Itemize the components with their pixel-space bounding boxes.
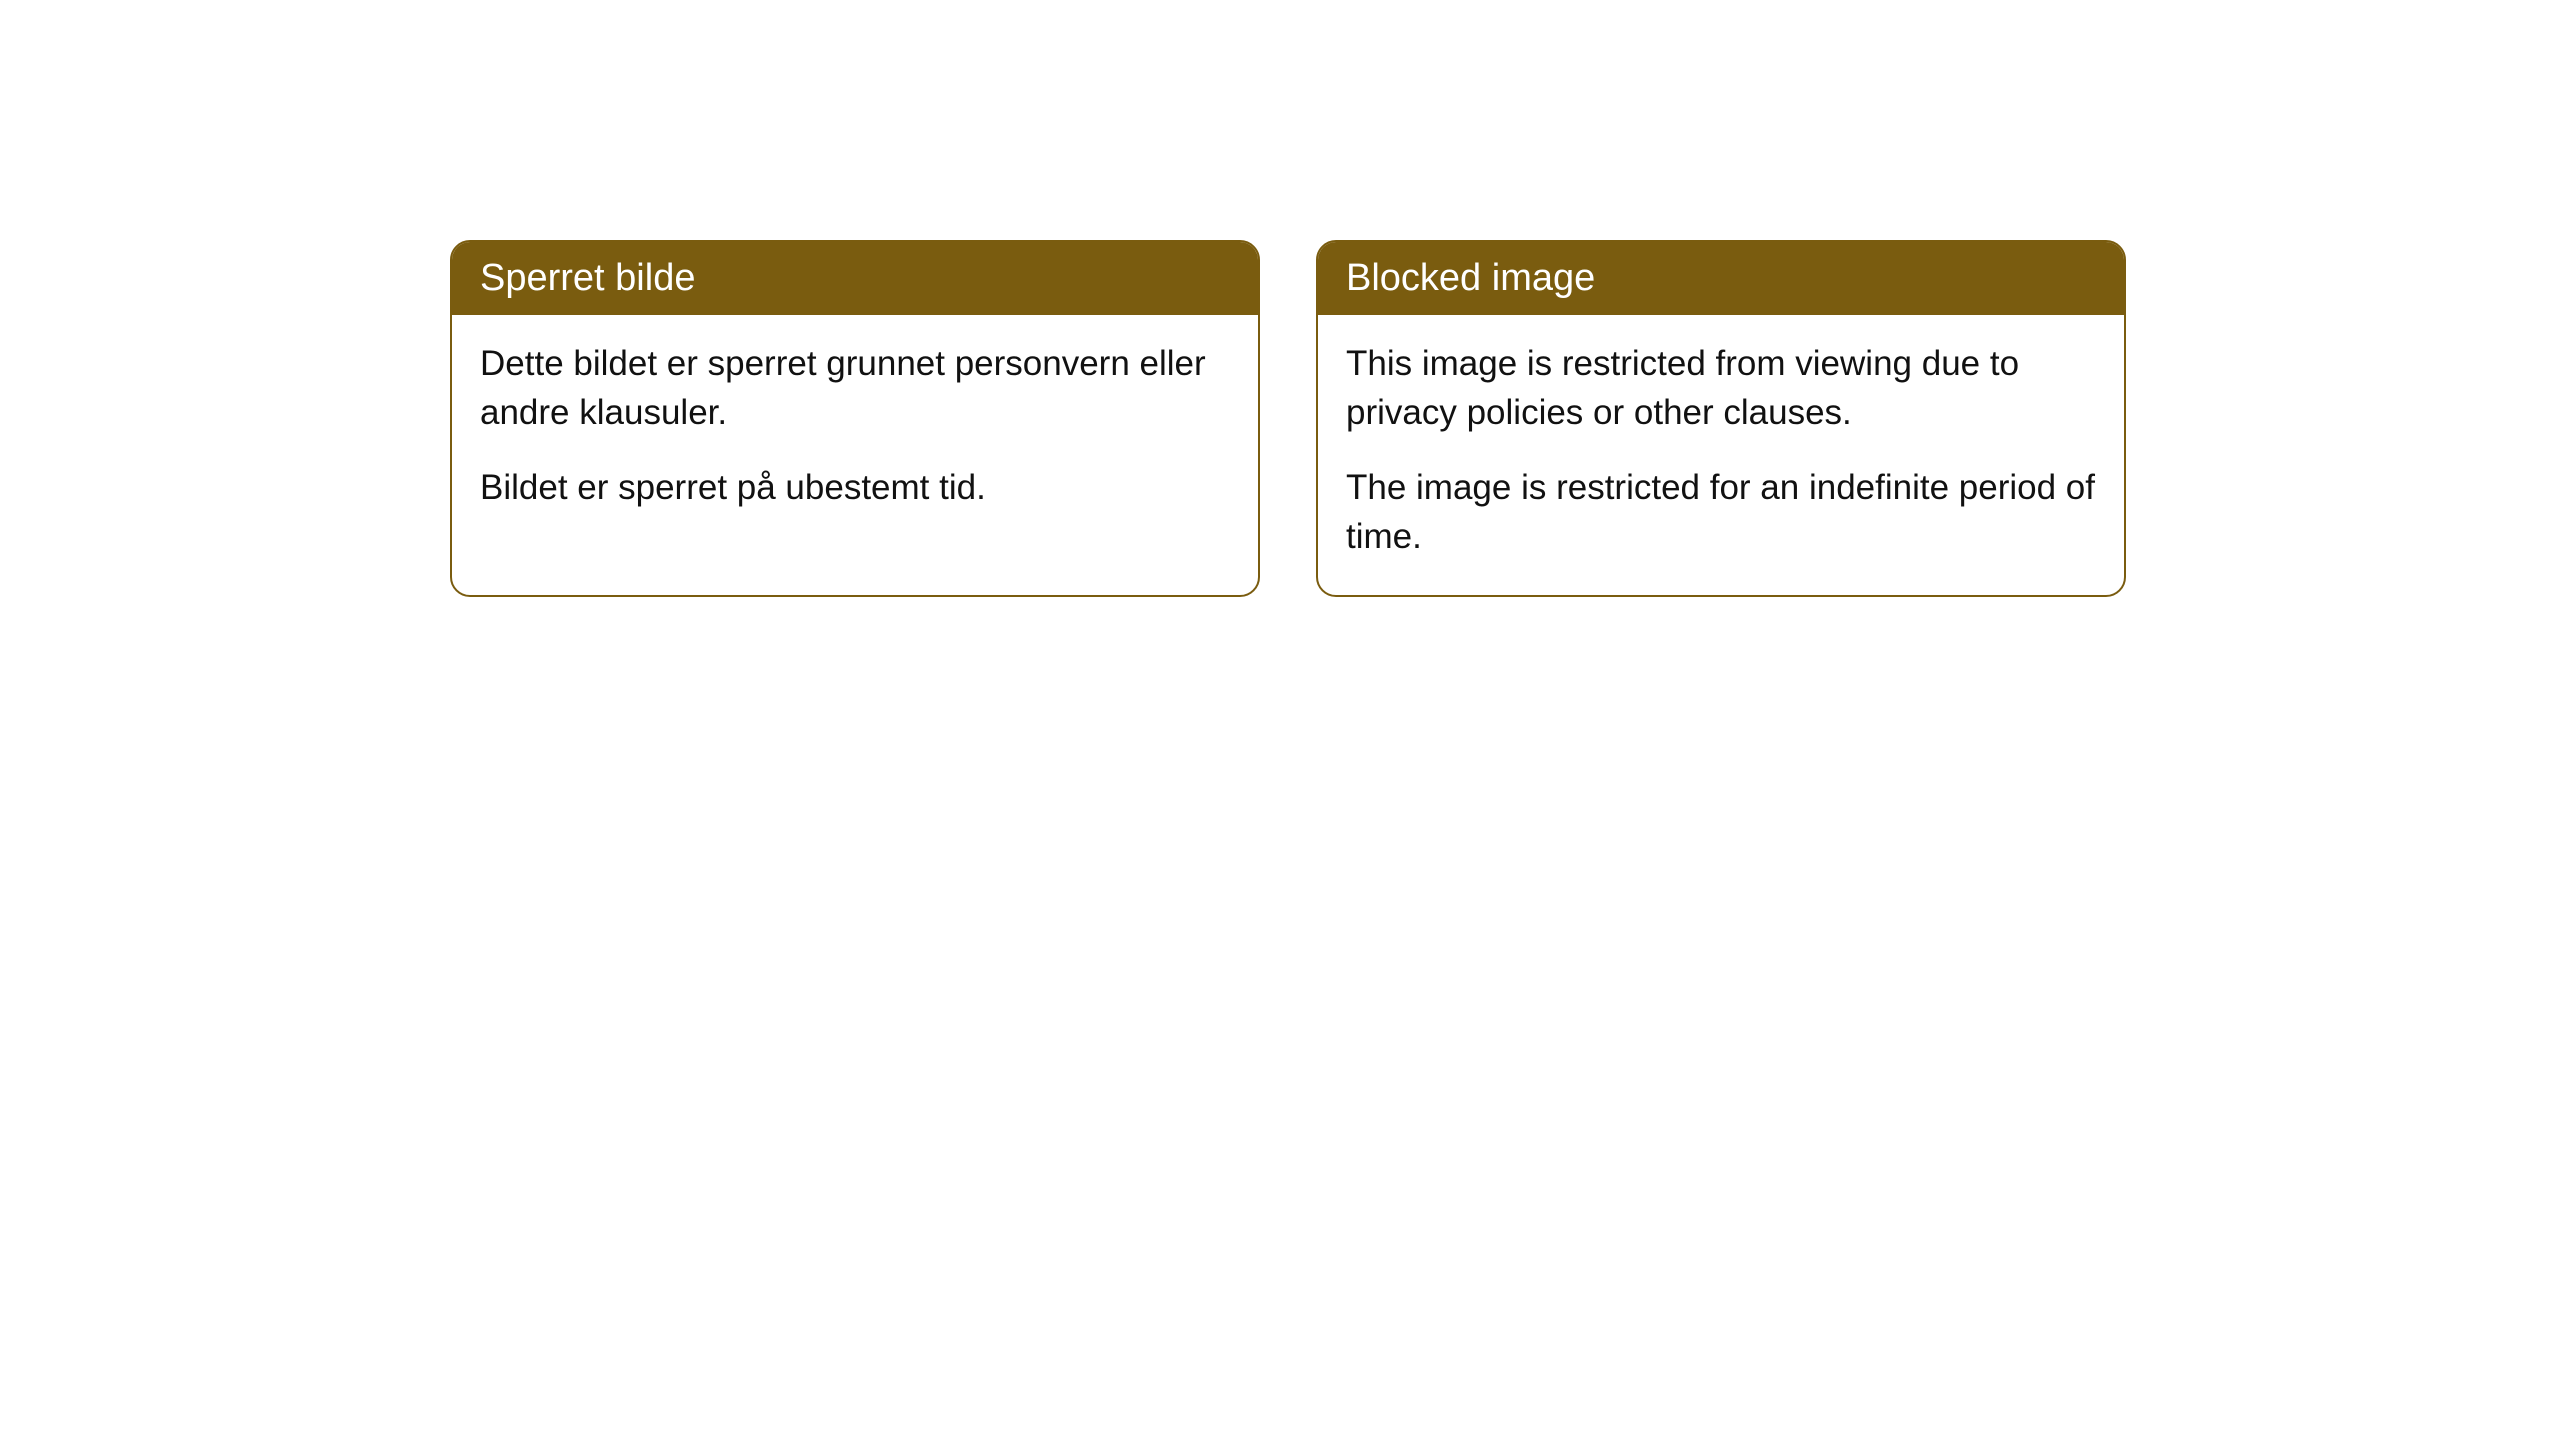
card-header: Blocked image xyxy=(1318,242,2124,315)
notice-card-norwegian: Sperret bilde Dette bildet er sperret gr… xyxy=(450,240,1260,597)
notice-card-english: Blocked image This image is restricted f… xyxy=(1316,240,2126,597)
card-paragraph: Dette bildet er sperret grunnet personve… xyxy=(480,339,1230,437)
card-paragraph: The image is restricted for an indefinit… xyxy=(1346,463,2096,561)
notice-cards-container: Sperret bilde Dette bildet er sperret gr… xyxy=(450,240,2126,597)
card-title: Blocked image xyxy=(1346,257,1595,299)
card-body: This image is restricted from viewing du… xyxy=(1318,315,2124,595)
card-title: Sperret bilde xyxy=(480,257,695,299)
card-paragraph: This image is restricted from viewing du… xyxy=(1346,339,2096,437)
card-header: Sperret bilde xyxy=(452,242,1258,315)
card-body: Dette bildet er sperret grunnet personve… xyxy=(452,315,1258,546)
card-paragraph: Bildet er sperret på ubestemt tid. xyxy=(480,463,1230,512)
